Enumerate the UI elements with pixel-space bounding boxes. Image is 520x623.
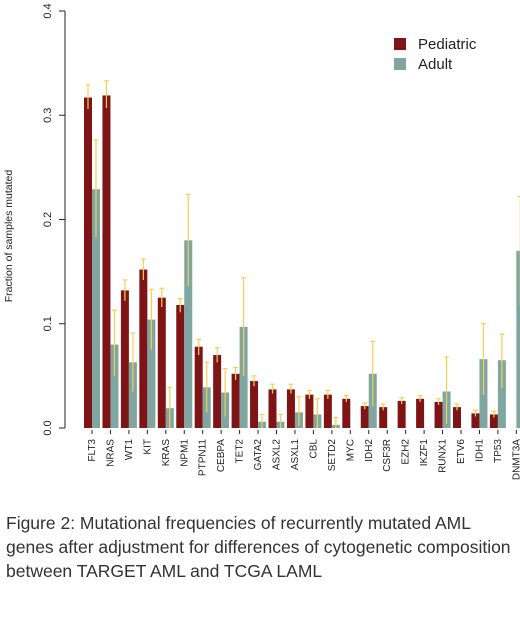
bar-pediatric-flt3 (84, 97, 92, 428)
bar-pediatric-cebpa (213, 355, 222, 428)
y-tick-label: 0.1 (42, 316, 54, 331)
x-tick-label: PTPN11 (198, 439, 209, 476)
bar-pediatric-asxl1 (286, 389, 295, 428)
x-tick-label: IDH2 (364, 439, 375, 462)
x-tick-label: IKZF1 (419, 439, 430, 467)
bar-pediatric-cbl (305, 394, 314, 428)
bar-pediatric-ikzf1 (416, 398, 425, 428)
x-tick-label: CBL (308, 439, 319, 459)
x-tick-label: EZH2 (401, 439, 412, 465)
bar-pediatric-kit (139, 269, 148, 428)
x-tick-label: NRAS (105, 439, 116, 467)
x-tick-label: TP53 (493, 439, 504, 463)
bar-adult-flt3 (92, 189, 100, 428)
x-tick-label: ASXL2 (272, 439, 283, 471)
bar-pediatric-tp53 (489, 414, 498, 428)
bar-pediatric-kras (157, 297, 166, 428)
bar-pediatric-gata2 (250, 381, 259, 428)
x-tick-label: CEBPA (216, 439, 227, 472)
bar-pediatric-csf3r (379, 407, 388, 428)
bar-adult-dnmt3a (516, 250, 520, 428)
x-tick-label: WT1 (124, 439, 135, 461)
x-tick-label: FLT3 (87, 439, 98, 462)
bar-pediatric-myc (342, 398, 351, 428)
bar-pediatric-npm1 (176, 304, 185, 428)
x-tick-label: TET2 (235, 439, 246, 464)
bar-pediatric-wt1 (120, 290, 129, 428)
bar-adult-npm1 (184, 240, 193, 428)
bar-chart: 0.0 0.1 0.2 0.3 0.4 Fraction of samples mutat… (3, 3, 520, 480)
bar-adult-tp53 (497, 360, 506, 428)
x-tick-label: CSF3R (382, 439, 393, 472)
x-tick-label: NPM1 (179, 439, 190, 467)
bar-adult-nras (110, 344, 119, 428)
bar-pediatric-asxl2 (268, 389, 277, 428)
bar-pediatric-etv6 (453, 407, 461, 428)
bar-pediatric-setd2 (323, 394, 332, 428)
legend-swatch-pediatric (394, 38, 406, 50)
bar-adult-kit (147, 319, 156, 428)
x-tick-label: DNMT3A (511, 439, 520, 480)
bar-pediatric-tet2 (231, 373, 240, 428)
x-tick-label: ETV6 (456, 439, 467, 464)
legend-label-adult: Adult (418, 56, 453, 73)
bar-pediatric-idh2 (360, 406, 369, 428)
bar-adult-wt1 (128, 362, 137, 428)
x-tick-label: GATA2 (253, 439, 264, 471)
bar-pediatric-ptpn11 (194, 346, 203, 428)
legend-swatch-adult (394, 58, 406, 70)
bar-pediatric-nras (102, 95, 111, 428)
x-tick-label: ASXL1 (290, 439, 301, 471)
y-tick-label: 0.2 (42, 212, 54, 227)
y-tick-label: 0.4 (42, 3, 54, 18)
y-tick-label: 0.3 (42, 108, 54, 123)
x-tick-label: MYC (345, 439, 356, 461)
figure-caption: Figure 2: Mutational frequencies of recu… (6, 513, 511, 581)
x-tick-label: RUNX1 (438, 439, 449, 473)
x-tick-label: SETD2 (327, 439, 338, 472)
x-tick-label: KRAS (161, 439, 172, 467)
y-tick-label: 0.0 (42, 420, 54, 435)
bar-pediatric-idh1 (471, 413, 480, 428)
x-tick-label: IDH1 (474, 439, 485, 462)
bar-adult-tet2 (239, 326, 248, 428)
x-tick-label: KIT (142, 439, 153, 455)
y-axis-label: Fraction of samples mutated (3, 170, 15, 303)
bar-pediatric-ezh2 (397, 400, 406, 428)
legend-label-pediatric: Pediatric (418, 36, 477, 53)
bar-pediatric-runx1 (434, 401, 443, 428)
